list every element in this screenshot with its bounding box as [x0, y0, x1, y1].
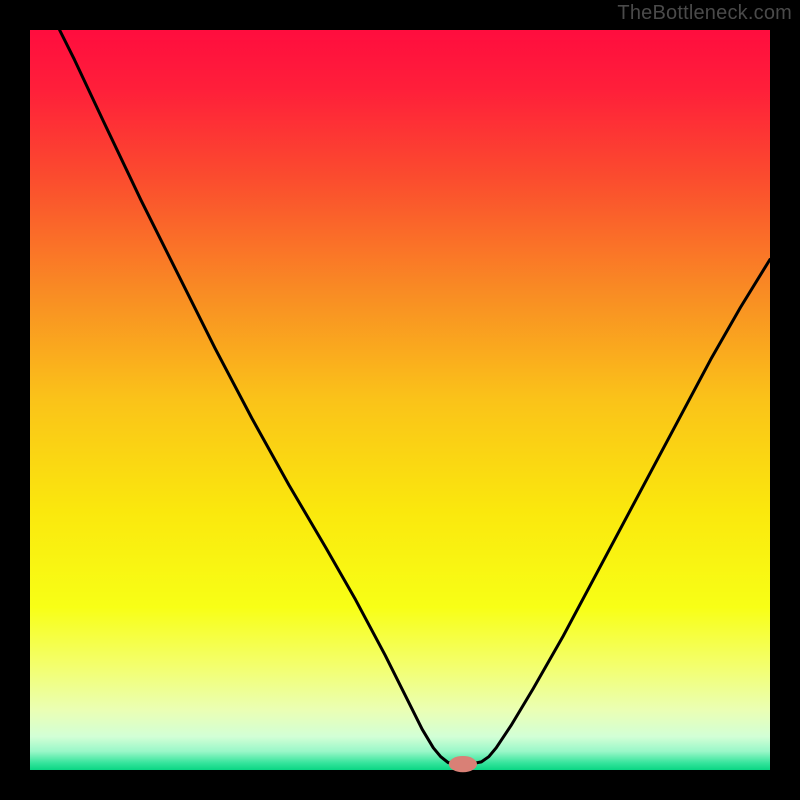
chart-canvas: TheBottleneck.com	[0, 0, 800, 800]
bottleneck-curve-chart	[0, 0, 800, 800]
watermark-text: TheBottleneck.com	[617, 2, 792, 25]
plot-background	[30, 30, 770, 770]
optimum-marker	[449, 756, 477, 772]
